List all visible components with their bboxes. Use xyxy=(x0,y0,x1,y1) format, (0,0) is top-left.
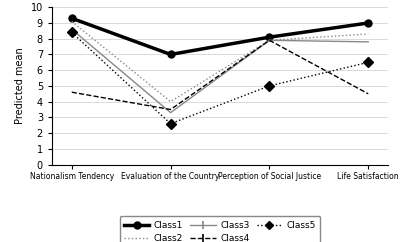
Legend: Class1, Class2, Class3, Class4, Class5: Class1, Class2, Class3, Class4, Class5 xyxy=(120,216,320,242)
Y-axis label: Predicted mean: Predicted mean xyxy=(15,47,25,124)
